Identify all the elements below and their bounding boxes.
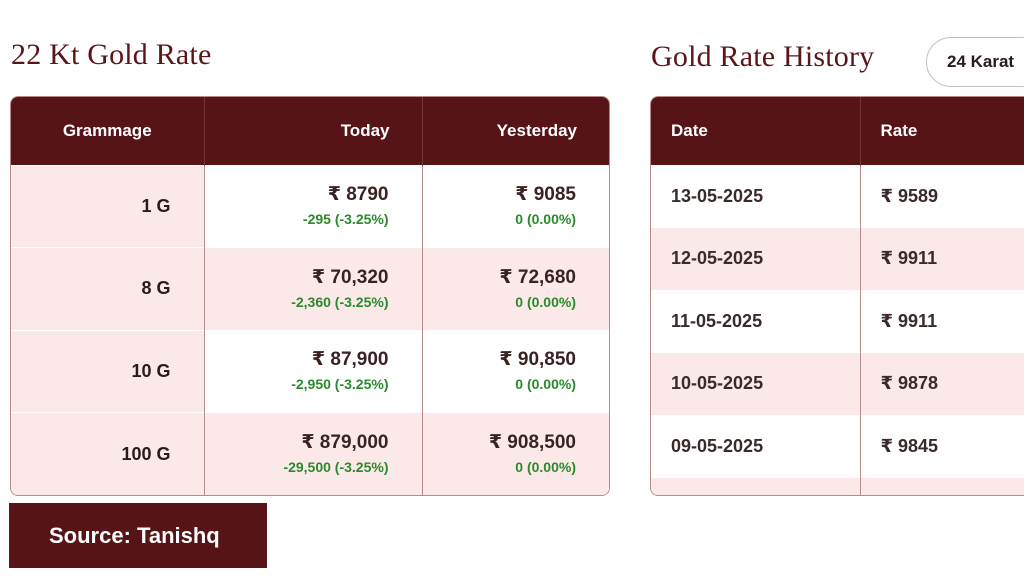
date-cell: 10-05-2025	[651, 352, 861, 415]
date-cell: 11-05-2025	[651, 289, 861, 353]
rate-history-table: Date Rate 13-05-2025 ₹ 9589 12-05-2025 ₹…	[650, 96, 1024, 496]
table-row: 10-05-2025 ₹ 9878	[651, 352, 1024, 415]
today-change: -295 (-3.25%)	[302, 211, 389, 228]
today-price: ₹ 87,900	[311, 349, 389, 371]
yesterday-price: ₹ 90,850	[499, 349, 576, 371]
date-cell: 13-05-2025	[651, 164, 861, 228]
grammage-cell: 10 G	[11, 329, 205, 413]
table-row: 1 G ₹ 8790 -295 (-3.25%) ₹ 9085 0 (0.00%…	[11, 164, 609, 248]
yesterday-cell: ₹ 9085 0 (0.00%)	[422, 164, 609, 248]
yesterday-change: 0 (0.00%)	[515, 459, 576, 475]
yesterday-change: 0 (0.00%)	[515, 376, 576, 393]
source-badge: Source: Tanishq	[9, 503, 267, 568]
grammage-cell: 8 G	[11, 247, 205, 330]
grammage-cell: 1 G	[11, 164, 205, 248]
table-row: 8 G ₹ 70,320 -2,360 (-3.25%) ₹ 72,680 0 …	[11, 247, 609, 330]
table-row: 12-05-2025 ₹ 9911	[651, 227, 1024, 290]
table-row: 11-05-2025 ₹ 9911	[651, 289, 1024, 353]
column-header-grammage: Grammage	[11, 97, 205, 165]
column-header-date: Date	[651, 97, 861, 165]
yesterday-cell: ₹ 72,680 0 (0.00%)	[422, 247, 609, 330]
today-cell: ₹ 8790 -295 (-3.25%)	[204, 164, 423, 248]
karat-selector-button[interactable]: 24 Karat	[926, 37, 1024, 87]
gold-rate-history-title: Gold Rate History	[651, 40, 875, 73]
today-price: ₹ 879,000	[301, 432, 389, 453]
today-change: -2,360 (-3.25%)	[291, 293, 389, 310]
yesterday-price: ₹ 908,500	[488, 432, 576, 453]
date-cell: 09-05-2025	[651, 414, 861, 478]
date-cell	[651, 477, 861, 495]
yesterday-change: 0 (0.00%)	[515, 293, 576, 310]
today-change: -2,950 (-3.25%)	[291, 376, 389, 393]
yesterday-price: ₹ 72,680	[499, 266, 576, 288]
grammage-cell: 100 G	[11, 412, 205, 495]
column-header-rate: Rate	[860, 97, 1024, 165]
table-row: 13-05-2025 ₹ 9589	[651, 164, 1024, 228]
rate-cell: ₹ 9589	[860, 164, 1024, 228]
yesterday-change: 0 (0.00%)	[515, 211, 576, 228]
today-price: ₹ 70,320	[311, 266, 389, 288]
rate-cell: ₹ 9911	[860, 227, 1024, 290]
table-row: 10 G ₹ 87,900 -2,950 (-3.25%) ₹ 90,850 0…	[11, 329, 609, 413]
table-header-row: Date Rate	[651, 97, 1024, 165]
column-header-today: Today	[204, 97, 423, 165]
column-header-yesterday: Yesterday	[422, 97, 609, 165]
table-header-row: Grammage Today Yesterday	[11, 97, 609, 165]
table-row: 100 G ₹ 879,000 -29,500 (-3.25%) ₹ 908,5…	[11, 412, 609, 495]
date-cell: 12-05-2025	[651, 227, 861, 290]
rate-cell: ₹ 9845	[860, 414, 1024, 478]
gold-rate-title: 22 Kt Gold Rate	[11, 38, 212, 71]
rate-cell: ₹ 9911	[860, 289, 1024, 353]
rate-cell: ₹ 9878	[860, 352, 1024, 415]
today-price: ₹ 8790	[327, 184, 389, 206]
today-cell: ₹ 879,000 -29,500 (-3.25%)	[204, 412, 423, 495]
table-row-partial	[651, 477, 1024, 495]
today-change: -29,500 (-3.25%)	[283, 459, 389, 475]
rate-cell	[860, 477, 1024, 495]
today-cell: ₹ 87,900 -2,950 (-3.25%)	[204, 329, 423, 413]
table-row: 09-05-2025 ₹ 9845	[651, 414, 1024, 478]
today-cell: ₹ 70,320 -2,360 (-3.25%)	[204, 247, 423, 330]
yesterday-cell: ₹ 908,500 0 (0.00%)	[422, 412, 609, 495]
gold-rate-table: Grammage Today Yesterday 1 G ₹ 8790 -295…	[10, 96, 610, 496]
yesterday-price: ₹ 9085	[515, 184, 576, 206]
yesterday-cell: ₹ 90,850 0 (0.00%)	[422, 329, 609, 413]
